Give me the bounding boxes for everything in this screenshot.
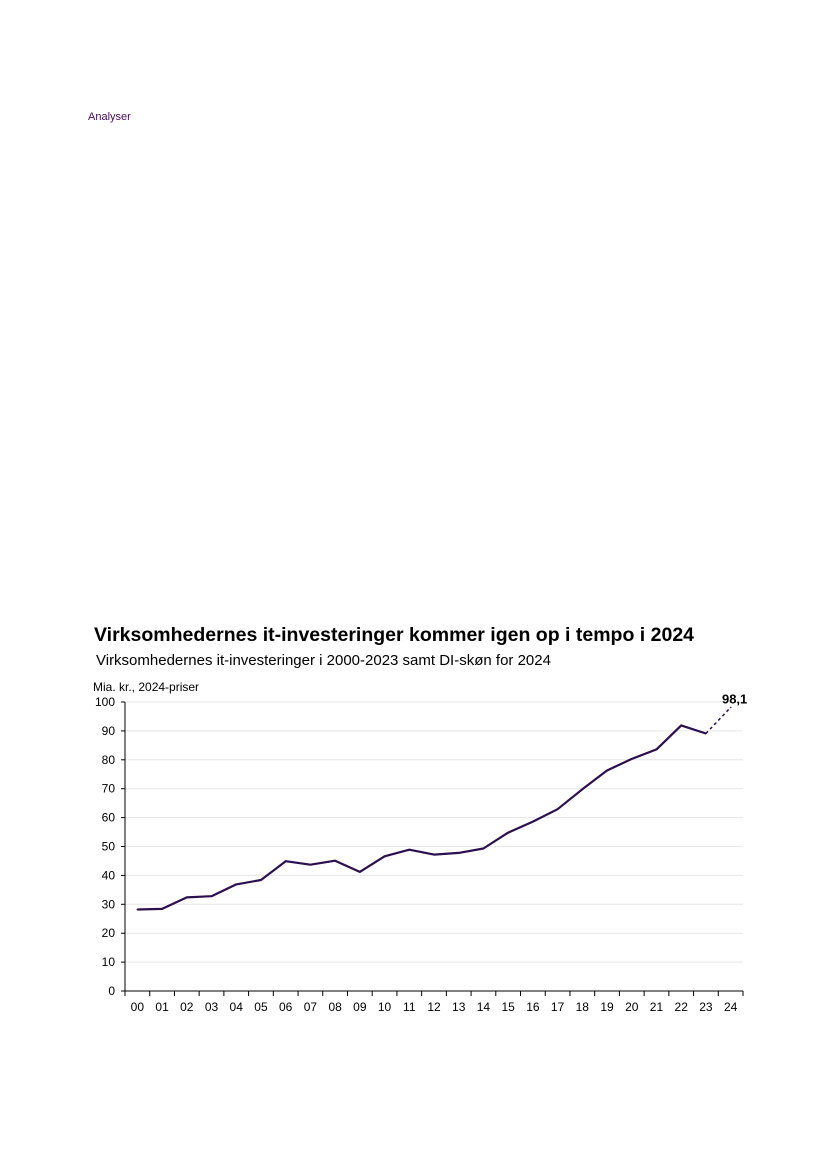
x-tick-label: 19: [600, 1000, 614, 1014]
x-tick-label: 09: [353, 1000, 367, 1014]
x-tick-label: 13: [452, 1000, 466, 1014]
chart-title: Virksomhedernes it-investeringer kommer …: [94, 624, 695, 646]
y-tick-label: 40: [102, 868, 116, 882]
data-point: [705, 732, 707, 735]
y-tick-label: 0: [108, 984, 115, 998]
data-point: [161, 908, 163, 910]
y-tick-label: 50: [102, 840, 116, 854]
x-tick-label: 11: [403, 1000, 416, 1014]
data-point: [235, 883, 238, 886]
x-tick-label: 15: [501, 1000, 515, 1014]
y-tick-label: 90: [102, 724, 116, 738]
x-tick-label: 14: [477, 1000, 491, 1014]
data-point: [507, 831, 509, 834]
x-tick-label: 08: [328, 1000, 342, 1014]
data-point: [729, 706, 732, 709]
x-tick-label: 12: [427, 1000, 441, 1014]
y-tick-label: 10: [102, 955, 116, 969]
data-point: [210, 895, 213, 898]
data-point: [606, 769, 608, 772]
data-point: [186, 896, 188, 899]
y-tick-label: 20: [102, 926, 116, 940]
data-point: [284, 860, 287, 863]
x-tick-label: 07: [304, 1000, 318, 1014]
x-tick-label: 00: [131, 1000, 145, 1014]
data-point: [359, 871, 361, 873]
data-point: [532, 820, 534, 823]
data-point: [482, 847, 485, 850]
data-point: [309, 863, 312, 866]
data-point: [630, 758, 633, 760]
data-point: [383, 855, 386, 858]
x-tick-label: 23: [699, 1000, 713, 1014]
data-point: [680, 724, 682, 727]
x-tick-label: 17: [551, 1000, 565, 1014]
x-tick-label: 03: [205, 1000, 219, 1014]
y-tick-label: 100: [95, 695, 115, 709]
y-tick-label: 70: [102, 782, 116, 796]
x-tick-label: 24: [724, 1000, 738, 1014]
y-tick-label: 80: [102, 753, 116, 767]
data-point: [433, 853, 435, 856]
x-tick-label: 04: [230, 1000, 244, 1014]
section-label: Analyser: [88, 111, 131, 123]
x-tick-label: 06: [279, 1000, 293, 1014]
data-point: [705, 732, 707, 735]
x-tick-label: 16: [526, 1000, 540, 1014]
x-tick-label: 20: [625, 1000, 639, 1014]
data-point: [457, 852, 460, 854]
y-tick-label: 60: [102, 811, 116, 825]
data-point: [655, 748, 658, 751]
y-tick-label: 30: [102, 897, 116, 911]
x-tick-label: 02: [180, 1000, 194, 1014]
x-tick-label: 05: [254, 1000, 268, 1014]
data-label: 98,1: [722, 691, 747, 706]
forecast-line: [705, 706, 732, 735]
x-tick-label: 18: [576, 1000, 590, 1014]
data-point: [556, 808, 559, 811]
data-point: [136, 908, 139, 911]
x-tick-label: 21: [650, 1000, 664, 1014]
y-axis-label: Mia. kr., 2024-priser: [93, 680, 200, 694]
data-point: [260, 879, 262, 881]
x-tick-label: 10: [378, 1000, 392, 1014]
x-tick-label: 01: [155, 1000, 169, 1014]
data-line: [137, 724, 707, 911]
data-point: [581, 788, 584, 791]
chart-subtitle: Virksomhedernes it-investeringer i 2000-…: [96, 652, 551, 669]
data-point: [334, 859, 336, 862]
x-tick-label: 22: [675, 1000, 689, 1014]
data-point: [408, 848, 411, 851]
